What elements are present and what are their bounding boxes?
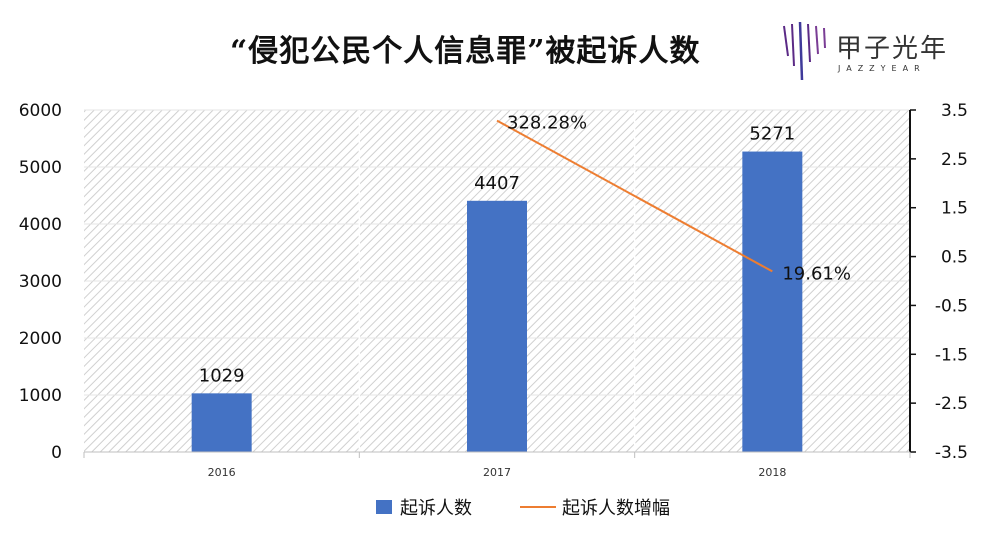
legend: 起诉人数 起诉人数增幅 bbox=[376, 498, 670, 519]
y-axis-right: -3.5 -2.5 -1.5 -0.5 0.5 1.5 2.5 3.5 bbox=[909, 101, 968, 463]
chart-title: “侵犯公民个人信息罪”被起诉人数 bbox=[230, 34, 701, 69]
legend-label-bar: 起诉人数 bbox=[400, 498, 472, 519]
x-tick-label: 2018 bbox=[758, 466, 786, 479]
y-right-tick-label: 3.5 bbox=[941, 101, 968, 121]
y-right-tick-label: -2.5 bbox=[935, 394, 968, 414]
x-tick-label: 2016 bbox=[208, 466, 236, 479]
bar bbox=[191, 393, 252, 452]
y-left-tick-label: 0 bbox=[51, 443, 62, 463]
y-left-tick-label: 4000 bbox=[19, 215, 62, 235]
logo-subtitle: JAZZYEAR bbox=[838, 64, 926, 73]
y-right-tick-label: -3.5 bbox=[935, 443, 968, 463]
x-axis: 2016 2017 2018 bbox=[83, 451, 911, 479]
y-left-tick-label: 3000 bbox=[19, 272, 62, 292]
y-right-tick-label: -1.5 bbox=[935, 345, 968, 365]
y-left-tick-label: 6000 bbox=[19, 101, 62, 121]
x-tick-label: 2017 bbox=[483, 466, 511, 479]
bar bbox=[742, 151, 803, 453]
y-right-tick-label: 2.5 bbox=[941, 150, 968, 170]
y-left-tick-label: 1000 bbox=[19, 386, 62, 406]
logo-mark-icon bbox=[783, 21, 826, 81]
bar-data-label: 5271 bbox=[749, 124, 795, 145]
y-right-tick-label: -0.5 bbox=[935, 296, 968, 316]
y-right-tick-label: 0.5 bbox=[941, 248, 968, 268]
legend-label-line: 起诉人数增幅 bbox=[562, 498, 670, 519]
y-left-tick-label: 2000 bbox=[19, 329, 62, 349]
line-data-label: 328.28% bbox=[507, 113, 587, 134]
logo-name: 甲子光年 bbox=[836, 34, 949, 64]
line-data-label: 19.61% bbox=[782, 263, 851, 284]
bar bbox=[467, 200, 527, 452]
bar-series: 1029 4407 5271 bbox=[191, 124, 803, 453]
y-axis-left: 0 1000 2000 3000 4000 5000 6000 bbox=[19, 101, 62, 463]
logo: 甲子光年 JAZZYEAR bbox=[780, 18, 980, 88]
y-left-tick-label: 5000 bbox=[19, 158, 62, 178]
line-series: 328.28% 19.61% bbox=[496, 113, 851, 284]
legend-swatch-bar bbox=[376, 500, 392, 514]
bar-data-label: 1029 bbox=[199, 365, 245, 386]
y-right-tick-label: 1.5 bbox=[941, 199, 968, 219]
bar-data-label: 4407 bbox=[474, 173, 520, 194]
line-path bbox=[496, 119, 773, 273]
